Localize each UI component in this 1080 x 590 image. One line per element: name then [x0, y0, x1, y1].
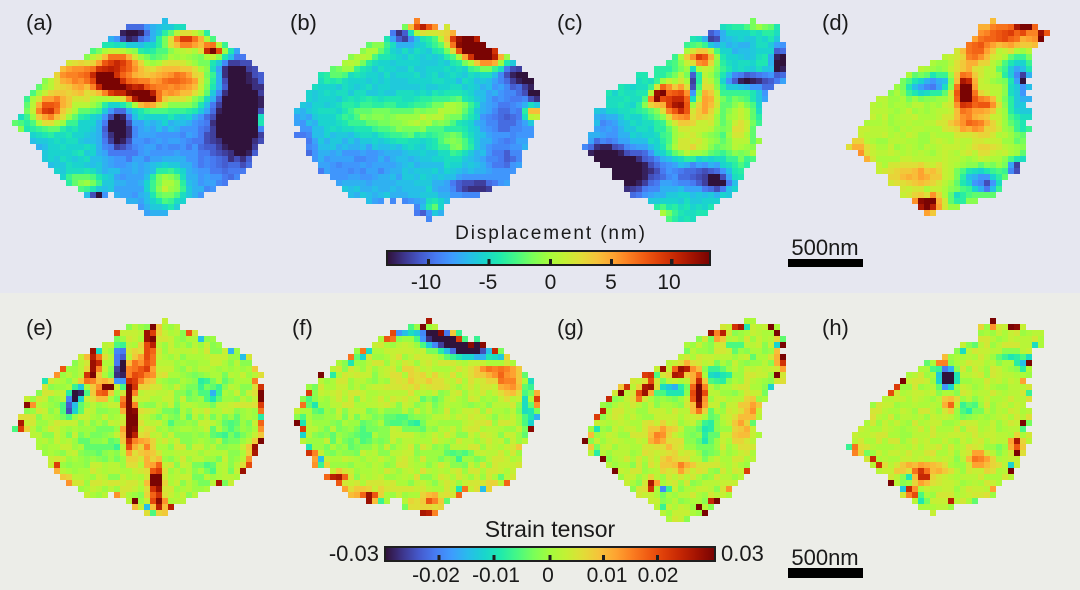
svg-text:Strain tensor: Strain tensor: [485, 516, 616, 542]
svg-text:(a): (a): [26, 10, 53, 35]
svg-text:-10: -10: [411, 271, 441, 294]
svg-text:(g): (g): [557, 315, 584, 340]
svg-text:0: 0: [542, 564, 554, 587]
svg-text:0.02: 0.02: [638, 564, 679, 587]
svg-text:0.01: 0.01: [587, 564, 628, 587]
svg-text:(e): (e): [26, 315, 53, 340]
svg-text:-5: -5: [479, 271, 498, 294]
svg-text:(b): (b): [290, 10, 317, 35]
svg-text:(c): (c): [557, 10, 583, 35]
svg-text:(d): (d): [822, 10, 849, 35]
svg-text:5: 5: [605, 271, 617, 294]
svg-text:0.03: 0.03: [721, 541, 764, 566]
svg-text:500nm: 500nm: [791, 235, 858, 260]
svg-text:Displacement (nm): Displacement (nm): [455, 223, 647, 244]
svg-text:0: 0: [545, 271, 557, 294]
svg-text:-0.02: -0.02: [412, 564, 460, 587]
svg-text:-0.01: -0.01: [472, 564, 520, 587]
svg-text:10: 10: [657, 271, 680, 294]
svg-text:-0.03: -0.03: [329, 541, 379, 566]
svg-text:(f): (f): [292, 315, 313, 340]
svg-text:500nm: 500nm: [791, 545, 858, 570]
svg-text:(h): (h): [822, 315, 849, 340]
